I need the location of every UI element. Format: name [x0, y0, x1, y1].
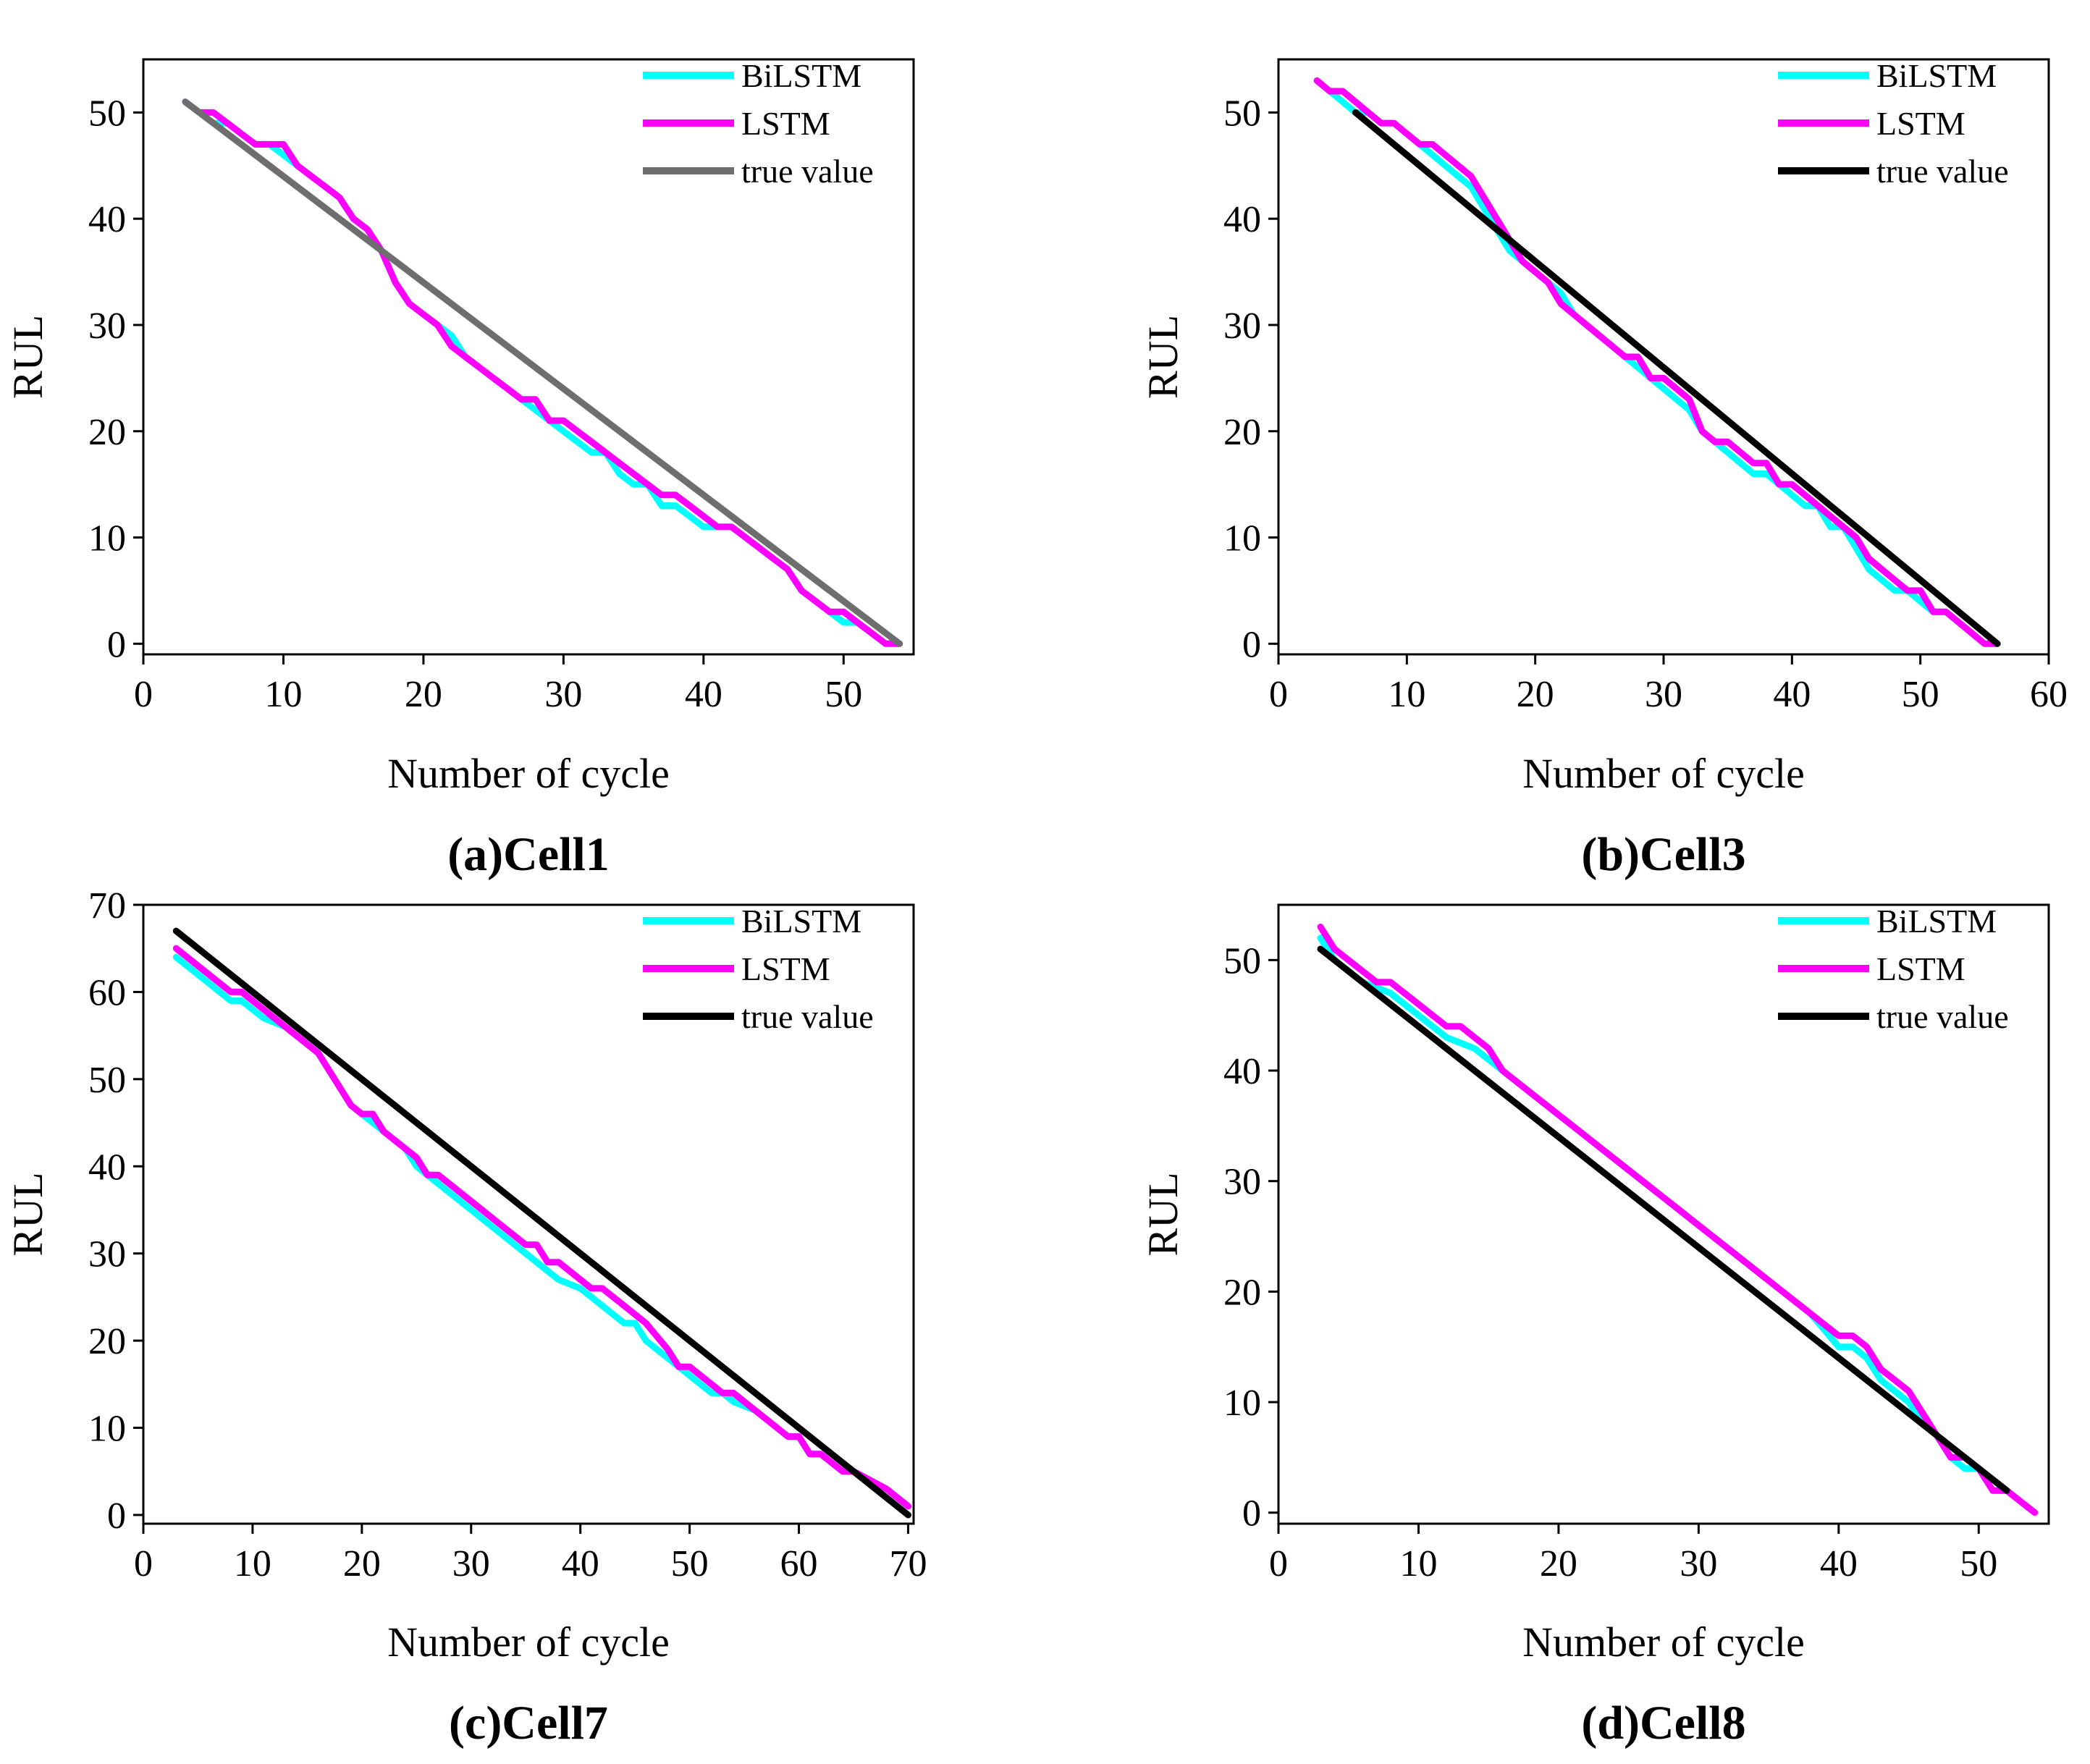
legend-label-bilstm: BiLSTM: [1876, 903, 1997, 940]
y-tick-label: 50: [1223, 940, 1261, 982]
x-tick-label: 50: [1960, 1543, 1997, 1584]
x-axis-label: Number of cycle: [1522, 1619, 1805, 1666]
series-line-lstm: [172, 945, 911, 1510]
y-tick-label: 0: [107, 1495, 126, 1537]
panel-d-cell8: 0 10 20 30 40 50 0 10 20 30 40 50 Number of cycle RUL…: [1139, 903, 2050, 1750]
plot-area: [1313, 77, 2001, 647]
y-tick-label: 0: [107, 624, 126, 665]
y-tick-label: 10: [88, 1409, 126, 1450]
panel-caption: (d)Cell8: [1581, 1697, 1745, 1750]
x-tick-label: 20: [405, 674, 442, 715]
x-tick-label: 30: [1645, 674, 1682, 715]
x-tick-label: 20: [343, 1543, 381, 1584]
x-tick-label: 70: [889, 1543, 927, 1584]
legend-label-bilstm: BiLSTM: [741, 903, 861, 940]
x-axis-label: Number of cycle: [387, 1619, 670, 1666]
y-tick-label: 50: [88, 1060, 126, 1101]
y-tick-label: 40: [1223, 1051, 1261, 1092]
x-tick-label: 20: [1540, 1543, 1577, 1584]
y-tick-label: 40: [88, 1147, 126, 1188]
y-tick-label: 0: [1242, 624, 1261, 665]
panel-caption: (a)Cell1: [447, 828, 610, 881]
x-tick-label: 10: [1399, 1543, 1437, 1584]
x-tick-label: 0: [134, 674, 153, 715]
legend-label-lstm: LSTM: [741, 105, 830, 142]
x-tick-label: 40: [1773, 674, 1811, 715]
panel-c-cell7: 0 10 20 30 40 50 60 70 0 10 20 30 40 50 60 70 Number of …: [4, 885, 927, 1750]
y-tick-label: 20: [1223, 412, 1261, 453]
y-tick-label: 40: [88, 199, 126, 240]
x-tick-label: 50: [1902, 674, 1939, 715]
x-axis-label: Number of cycle: [387, 750, 670, 797]
legend-label-true-value: true value: [1876, 153, 2009, 190]
plot-frame: [1277, 58, 2050, 656]
series-line-true-value: [172, 927, 911, 1519]
x-tick-label: 10: [264, 674, 302, 715]
y-tick-label: 30: [88, 305, 126, 347]
series-line-true-value: [182, 98, 903, 647]
plot-frame: [142, 58, 915, 656]
x-tick-label: 40: [685, 674, 722, 715]
x-tick-label: 60: [780, 1543, 818, 1584]
y-tick-label: 30: [1223, 1162, 1261, 1203]
legend-label-bilstm: BiLSTM: [1876, 57, 1997, 94]
panel-a-cell1: 0 10 20 30 40 50 0 10 20 30 40 50 Number of cycle RUL…: [4, 57, 915, 881]
x-tick-label: 30: [1680, 1543, 1717, 1584]
y-tick-label: 0: [1242, 1493, 1261, 1535]
plot-area: [172, 927, 911, 1519]
series-line-lstm: [1317, 924, 2039, 1516]
x-tick-label: 60: [2030, 674, 2068, 715]
legend-label-bilstm: BiLSTM: [741, 57, 861, 94]
y-tick-label: 60: [88, 972, 126, 1013]
y-tick-label: 30: [88, 1234, 126, 1275]
series-line-true-value: [1352, 109, 2001, 647]
y-tick-label: 50: [1223, 93, 1261, 134]
series-line-lstm: [182, 98, 903, 647]
y-tick-label: 40: [1223, 199, 1261, 240]
legend-label-lstm: LSTM: [1876, 105, 1965, 142]
plot-frame: [1277, 903, 2050, 1525]
legend-label-true-value: true value: [741, 998, 874, 1035]
y-axis-label: RUL: [4, 315, 51, 399]
x-tick-label: 50: [671, 1543, 709, 1584]
x-tick-label: 0: [1269, 1543, 1288, 1584]
legend-label-lstm: LSTM: [1876, 950, 1965, 987]
x-tick-label: 10: [1388, 674, 1425, 715]
y-tick-label: 10: [1223, 1383, 1261, 1424]
x-tick-label: 10: [234, 1543, 271, 1584]
x-axis-label: Number of cycle: [1522, 750, 1805, 797]
legend-label-true-value: true value: [1876, 998, 2009, 1035]
y-tick-label: 10: [88, 518, 126, 560]
y-tick-label: 70: [88, 885, 126, 927]
plot-area: [182, 98, 903, 647]
x-tick-label: 40: [562, 1543, 599, 1584]
x-tick-label: 50: [825, 674, 862, 715]
y-tick-label: 10: [1223, 518, 1261, 560]
y-tick-label: 20: [1223, 1272, 1261, 1313]
x-tick-label: 0: [134, 1543, 153, 1584]
y-axis-label: RUL: [1139, 1173, 1187, 1257]
plot-area: [1317, 924, 2039, 1516]
y-tick-label: 30: [1223, 305, 1261, 347]
plot-frame: [142, 903, 915, 1525]
panel-b-cell3: 0 10 20 30 40 50 60 0 10 20 30 40 50 Number of cycle R…: [1139, 57, 2068, 881]
x-tick-label: 0: [1269, 674, 1288, 715]
series-line-bilstm: [1313, 77, 2001, 647]
x-tick-label: 30: [544, 674, 582, 715]
series-line-lstm: [1313, 77, 2001, 647]
panel-caption: (b)Cell3: [1581, 828, 1745, 881]
x-tick-label: 30: [452, 1543, 490, 1584]
legend-label-true-value: true value: [741, 153, 874, 190]
x-tick-label: 20: [1517, 674, 1554, 715]
legend-label-lstm: LSTM: [741, 950, 830, 987]
y-axis-label: RUL: [1139, 315, 1187, 399]
y-tick-label: 50: [88, 93, 126, 134]
x-tick-label: 40: [1820, 1543, 1858, 1584]
y-tick-label: 20: [88, 1321, 126, 1362]
y-tick-label: 20: [88, 412, 126, 453]
y-axis-label: RUL: [4, 1173, 51, 1257]
series-line-true-value: [1317, 945, 2010, 1494]
panel-caption: (c)Cell7: [449, 1697, 608, 1750]
